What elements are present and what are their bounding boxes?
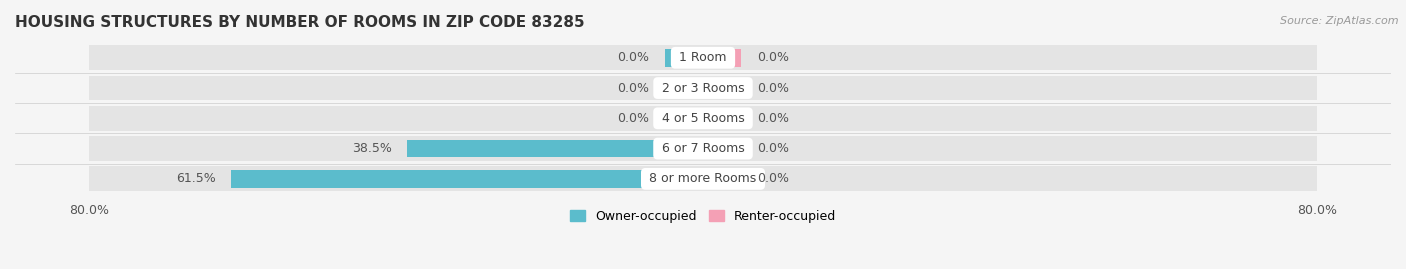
Bar <box>665 109 703 127</box>
Bar <box>703 109 741 127</box>
Bar <box>408 140 703 157</box>
Text: 1 Room: 1 Room <box>675 51 731 64</box>
Text: 61.5%: 61.5% <box>176 172 215 185</box>
Legend: Owner-occupied, Renter-occupied: Owner-occupied, Renter-occupied <box>565 205 841 228</box>
Text: 0.0%: 0.0% <box>756 112 789 125</box>
Text: Source: ZipAtlas.com: Source: ZipAtlas.com <box>1281 16 1399 26</box>
Text: 8 or more Rooms: 8 or more Rooms <box>645 172 761 185</box>
Bar <box>231 170 703 188</box>
Text: 38.5%: 38.5% <box>352 142 392 155</box>
Text: HOUSING STRUCTURES BY NUMBER OF ROOMS IN ZIP CODE 83285: HOUSING STRUCTURES BY NUMBER OF ROOMS IN… <box>15 15 585 30</box>
Bar <box>89 136 1317 161</box>
Bar <box>703 49 741 66</box>
Bar <box>89 45 1317 70</box>
Text: 0.0%: 0.0% <box>756 172 789 185</box>
Bar <box>89 76 1317 100</box>
Bar <box>89 106 1317 131</box>
Text: 4 or 5 Rooms: 4 or 5 Rooms <box>658 112 748 125</box>
Bar <box>89 167 1317 191</box>
Bar <box>703 79 741 97</box>
Text: 0.0%: 0.0% <box>756 51 789 64</box>
Text: 0.0%: 0.0% <box>617 51 650 64</box>
Bar <box>703 170 741 188</box>
Text: 0.0%: 0.0% <box>617 112 650 125</box>
Bar <box>703 140 741 157</box>
Text: 0.0%: 0.0% <box>617 82 650 95</box>
Bar <box>665 79 703 97</box>
Text: 6 or 7 Rooms: 6 or 7 Rooms <box>658 142 748 155</box>
Text: 2 or 3 Rooms: 2 or 3 Rooms <box>658 82 748 95</box>
Bar <box>665 49 703 66</box>
Text: 0.0%: 0.0% <box>756 142 789 155</box>
Text: 0.0%: 0.0% <box>756 82 789 95</box>
